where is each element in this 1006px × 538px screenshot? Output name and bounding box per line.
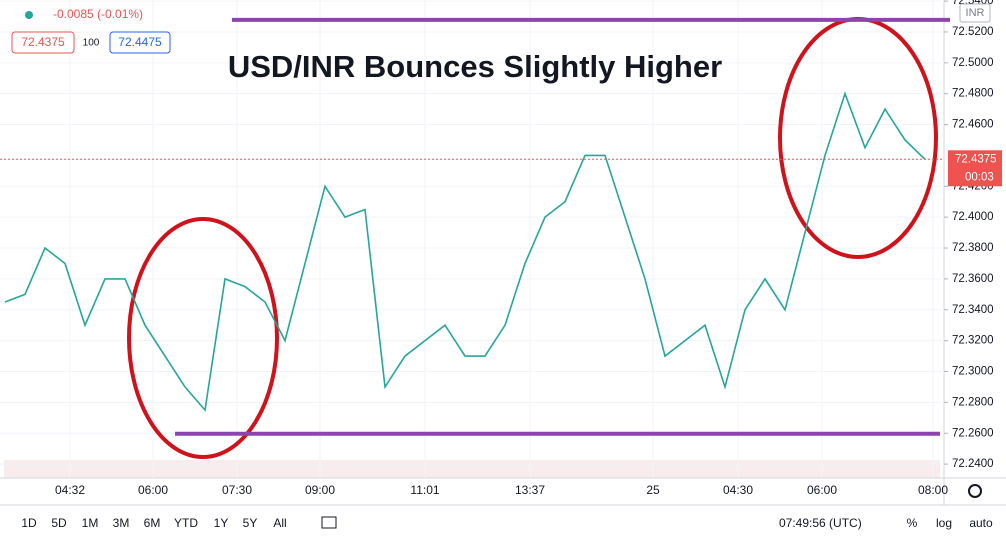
currency: INR [966, 7, 985, 19]
date-range-icon[interactable] [321, 516, 337, 529]
range-button[interactable]: 3M [113, 516, 130, 530]
last-price-label: 72.4375 [955, 153, 997, 165]
plot-area [0, 0, 944, 478]
x-tick-label: 09:00 [305, 483, 335, 497]
highlight-circle [127, 217, 279, 459]
last-price-box [948, 150, 1002, 187]
y-tick-label: 72.2400 [952, 458, 994, 470]
range-button[interactable]: 6M [144, 516, 161, 530]
x-tick-label: 25 [646, 483, 660, 497]
quantity: 100 [83, 38, 100, 49]
status-dot [25, 11, 33, 19]
y-tick-label: 72.3800 [952, 242, 994, 254]
chart-title: USD/INR Bounces Slightly Higher [228, 49, 722, 84]
range-button[interactable]: 5D [51, 516, 67, 530]
y-tick-label: 72.3600 [952, 273, 994, 285]
range-button[interactable]: 1M [82, 516, 99, 530]
y-tick-label: 72.2600 [952, 427, 994, 439]
y-tick-label: 72.4600 [952, 119, 994, 131]
x-tick-label: 07:30 [222, 483, 252, 497]
range-button[interactable]: All [273, 516, 286, 530]
settings-icon[interactable] [968, 484, 982, 498]
scale-option[interactable]: % [907, 516, 918, 530]
sell-box[interactable] [11, 31, 75, 54]
countdown: 00:03 [965, 171, 994, 183]
y-tick-label: 72.4800 [952, 88, 994, 100]
change: -0.0085 (-0.01%) [53, 7, 143, 21]
clock: 07:49:56 (UTC) [779, 516, 862, 530]
x-tick-label: 04:30 [723, 483, 753, 497]
y-tick-label: 72.2800 [952, 396, 994, 408]
price-line [4, 91, 926, 412]
scale-option[interactable]: auto [969, 516, 993, 530]
y-tick-label: 72.5200 [952, 26, 994, 38]
y-tick-label: 72.5000 [952, 57, 994, 69]
x-tick-label: 06:00 [138, 483, 168, 497]
x-tick-label: 11:01 [410, 483, 439, 497]
range-button[interactable]: 1Y [214, 516, 229, 530]
y-tick-label: 72.4000 [952, 211, 994, 223]
x-tick-label: 06:00 [807, 483, 837, 497]
y-tick-label: 72.3200 [952, 335, 994, 347]
volume-band [4, 460, 940, 478]
x-tick-label: 04:32 [55, 483, 85, 497]
range-button[interactable]: YTD [174, 516, 198, 530]
sell-price: 72.4375 [21, 35, 65, 49]
range-button[interactable]: 5Y [243, 516, 258, 530]
currency-box[interactable] [959, 3, 991, 23]
range-button[interactable]: 1D [21, 516, 37, 530]
x-tick-label: 13:37 [515, 483, 545, 497]
buy-price: 72.4475 [118, 35, 162, 49]
scale-option[interactable]: log [936, 516, 952, 530]
y-tick-label: 72.3400 [952, 304, 994, 316]
x-tick-label: 08:00 [918, 483, 948, 497]
y-tick-label: 72.3000 [952, 366, 994, 378]
buy-box[interactable] [109, 31, 171, 54]
